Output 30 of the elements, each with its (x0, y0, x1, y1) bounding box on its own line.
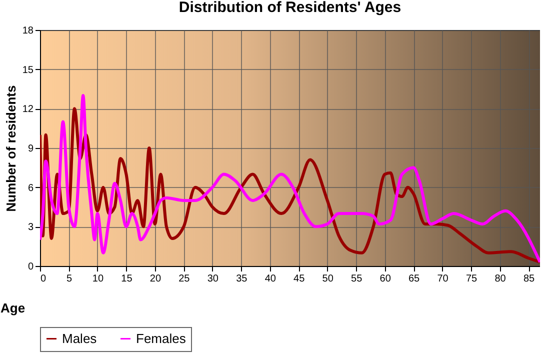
chart-title: Distribution of Residents' Ages (178, 0, 402, 16)
y-tick-label: 18 (22, 26, 34, 36)
x-tick-label: 55 (351, 274, 363, 284)
y-tick-label: 12 (22, 104, 34, 116)
y-axis-title: Number of residents (3, 85, 18, 212)
x-tick-label: 10 (92, 274, 104, 284)
x-tick-label: 35 (236, 274, 248, 284)
x-tick-label: 80 (494, 274, 506, 284)
y-tick-label: 3 (28, 222, 34, 234)
y-tick-label: 0 (28, 262, 34, 272)
x-tick-label: 45 (294, 274, 306, 284)
x-tick-label: 15 (121, 274, 133, 284)
x-tick-label: 65 (408, 274, 420, 284)
x-tick-label: 85 (523, 274, 536, 284)
legend-label: Females (136, 330, 186, 346)
y-tick-label: 6 (28, 182, 34, 194)
legend-label: Males (62, 330, 98, 346)
x-tick-label: 50 (322, 274, 334, 284)
x-tick-label: 30 (207, 274, 219, 284)
x-tick-label: 0 (40, 274, 46, 284)
x-tick-label: 60 (380, 274, 392, 284)
y-tick-label: 15 (22, 64, 34, 76)
x-axis-title: Age (0, 300, 26, 316)
x-tick-label: 25 (178, 274, 190, 284)
x-tick-label: 5 (66, 274, 72, 284)
y-tick-label: 9 (28, 144, 34, 154)
x-tick-label: 75 (466, 274, 478, 284)
x-tick-label: 20 (150, 274, 162, 284)
x-tick-label: 40 (264, 274, 276, 284)
x-tick-label: 70 (437, 274, 449, 284)
